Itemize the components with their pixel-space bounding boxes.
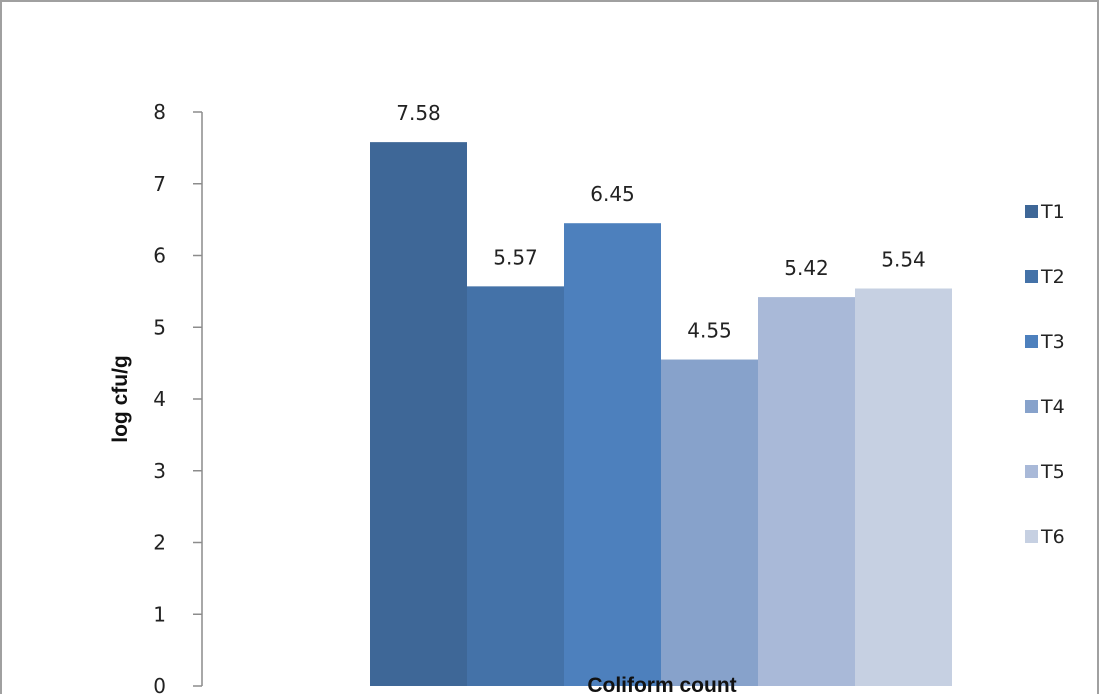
legend-label-t1: T1 — [1040, 201, 1065, 223]
data-label-t5: 5.42 — [784, 256, 829, 280]
legend-swatch-t4 — [1025, 400, 1038, 413]
bar-t1 — [370, 142, 467, 686]
y-axis-title: log cfu/g — [109, 355, 132, 443]
y-tick-label: 5 — [153, 315, 166, 339]
data-label-t2: 5.57 — [493, 245, 538, 269]
y-tick-label: 2 — [153, 531, 166, 555]
y-tick-label: 8 — [153, 100, 166, 124]
legend-label-t5: T5 — [1040, 461, 1065, 483]
legend-swatch-t3 — [1025, 335, 1038, 348]
y-tick-label: 1 — [153, 602, 166, 626]
data-label-t6: 5.54 — [881, 248, 926, 272]
data-label-t3: 6.45 — [590, 182, 635, 206]
legend-label-t2: T2 — [1040, 266, 1065, 288]
legend-label-t6: T6 — [1040, 526, 1065, 548]
bar-t6 — [855, 288, 952, 686]
y-tick-label: 0 — [153, 674, 166, 696]
data-label-t4: 4.55 — [687, 319, 732, 343]
bar-t2 — [467, 286, 564, 686]
y-tick-label: 7 — [153, 172, 166, 196]
legend-swatch-t2 — [1025, 270, 1038, 283]
legend: T1 T2 T3 T4 T5 T6 — [1025, 201, 1065, 548]
y-tick-label: 3 — [153, 459, 166, 483]
y-tick-label: 6 — [153, 244, 166, 268]
legend-swatch-t5 — [1025, 465, 1038, 478]
bars — [370, 142, 952, 686]
legend-label-t3: T3 — [1040, 331, 1065, 353]
y-ticks: 0 1 2 3 4 5 6 7 8 — [153, 100, 202, 696]
legend-swatch-t1 — [1025, 205, 1038, 218]
bar-t5 — [758, 297, 855, 686]
y-tick-label: 4 — [153, 387, 166, 411]
legend-swatch-t6 — [1025, 530, 1038, 543]
bar-t3 — [564, 223, 661, 686]
legend-label-t4: T4 — [1040, 396, 1065, 418]
bar-t4 — [661, 359, 758, 686]
data-labels: 7.58 5.57 6.45 4.55 5.42 5.54 — [396, 101, 926, 342]
data-label-t1: 7.58 — [396, 101, 441, 125]
x-axis-title: Coliform count — [587, 674, 736, 696]
